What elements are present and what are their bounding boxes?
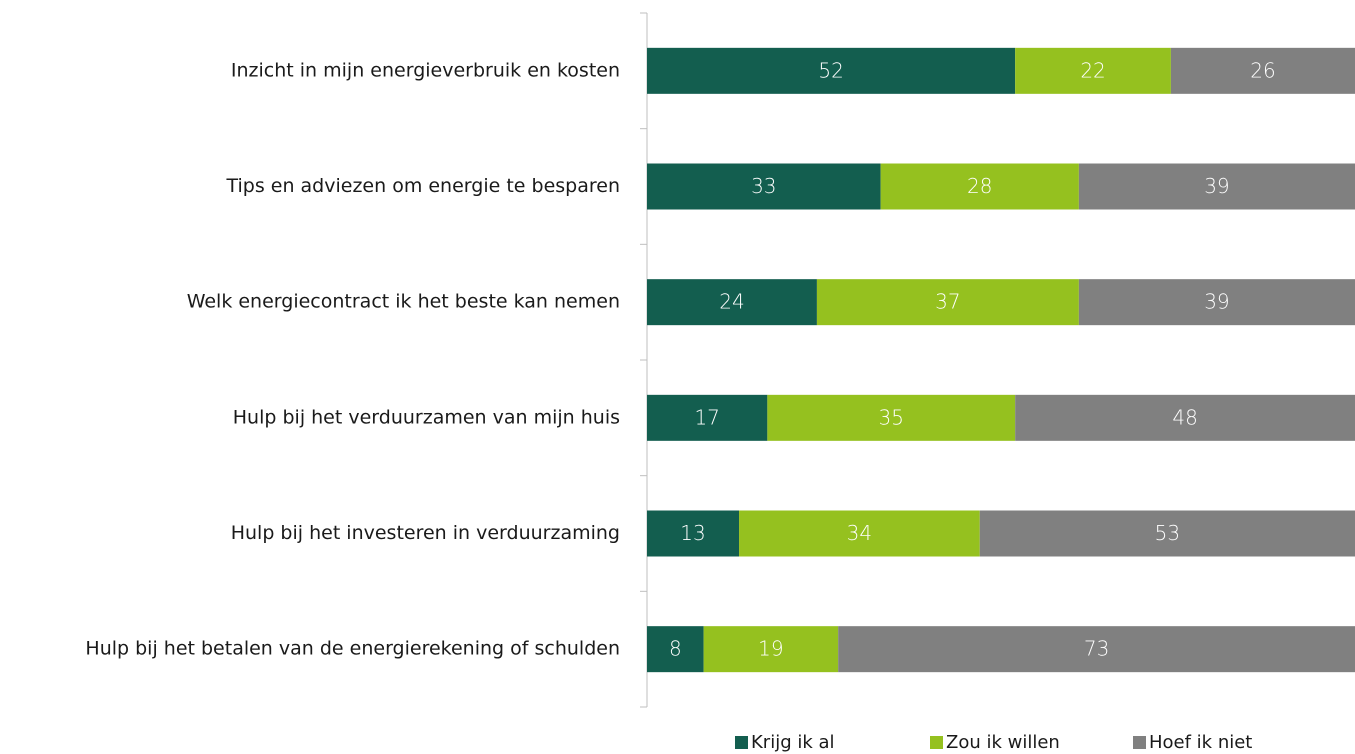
- legend-swatch: [1133, 736, 1146, 749]
- bar-segment: [979, 510, 1355, 557]
- data-label: 22: [1080, 58, 1105, 82]
- bar-segment: [647, 163, 881, 210]
- legend-label: Krijg ik al: [751, 732, 835, 753]
- bar-segment: [1078, 279, 1355, 326]
- bar-segment: [703, 626, 839, 673]
- bar-segment: [1015, 47, 1171, 94]
- y-tick-label: Inzicht in mijn energieverbruik en koste…: [231, 59, 620, 81]
- y-tick-label: Hulp bij het betalen van de energiereken…: [85, 638, 620, 660]
- bar-segment: [1170, 47, 1355, 94]
- data-label: 19: [758, 637, 783, 661]
- bar-segment: [647, 626, 704, 673]
- y-tick-label: Hulp bij het investeren in verduurzaming: [231, 522, 620, 544]
- data-label: 39: [1204, 290, 1229, 314]
- y-tick-label: Welk energiecontract ik het beste kan ne…: [187, 291, 620, 313]
- data-label: 8: [669, 637, 682, 661]
- data-label: 35: [879, 405, 904, 429]
- bar-segment: [647, 279, 817, 326]
- bar-segment: [739, 510, 980, 557]
- bar-segment: [647, 47, 1016, 94]
- data-label: 17: [694, 405, 719, 429]
- data-label: 26: [1250, 58, 1275, 82]
- data-label: 39: [1204, 174, 1229, 198]
- data-label: 13: [680, 521, 705, 545]
- legend-label: Zou ik willen: [946, 732, 1060, 753]
- data-label: 24: [719, 290, 744, 314]
- y-tick-label: Hulp bij het verduurzamen van mijn huis: [233, 406, 620, 428]
- data-label: 37: [935, 290, 960, 314]
- bar-segment: [880, 163, 1079, 210]
- bar-segment: [647, 510, 740, 557]
- bar-segment: [838, 626, 1355, 673]
- data-label: 33: [751, 174, 776, 198]
- data-label: 28: [967, 174, 992, 198]
- data-label: 73: [1084, 637, 1109, 661]
- bar-segment: [1078, 163, 1355, 210]
- legend-swatch: [735, 736, 748, 749]
- bar-segment: [1015, 394, 1355, 441]
- bar-segment: [767, 394, 1016, 441]
- bar-segment: [816, 279, 1079, 326]
- legend-swatch: [930, 736, 943, 749]
- legend-label: Hoef ik niet: [1149, 732, 1252, 753]
- bar-segment: [647, 394, 768, 441]
- y-tick-label: Tips en adviezen om energie te besparen: [225, 175, 620, 197]
- data-label: 34: [847, 521, 872, 545]
- data-label: 53: [1155, 521, 1180, 545]
- data-label: 48: [1172, 405, 1197, 429]
- data-label: 52: [818, 58, 843, 82]
